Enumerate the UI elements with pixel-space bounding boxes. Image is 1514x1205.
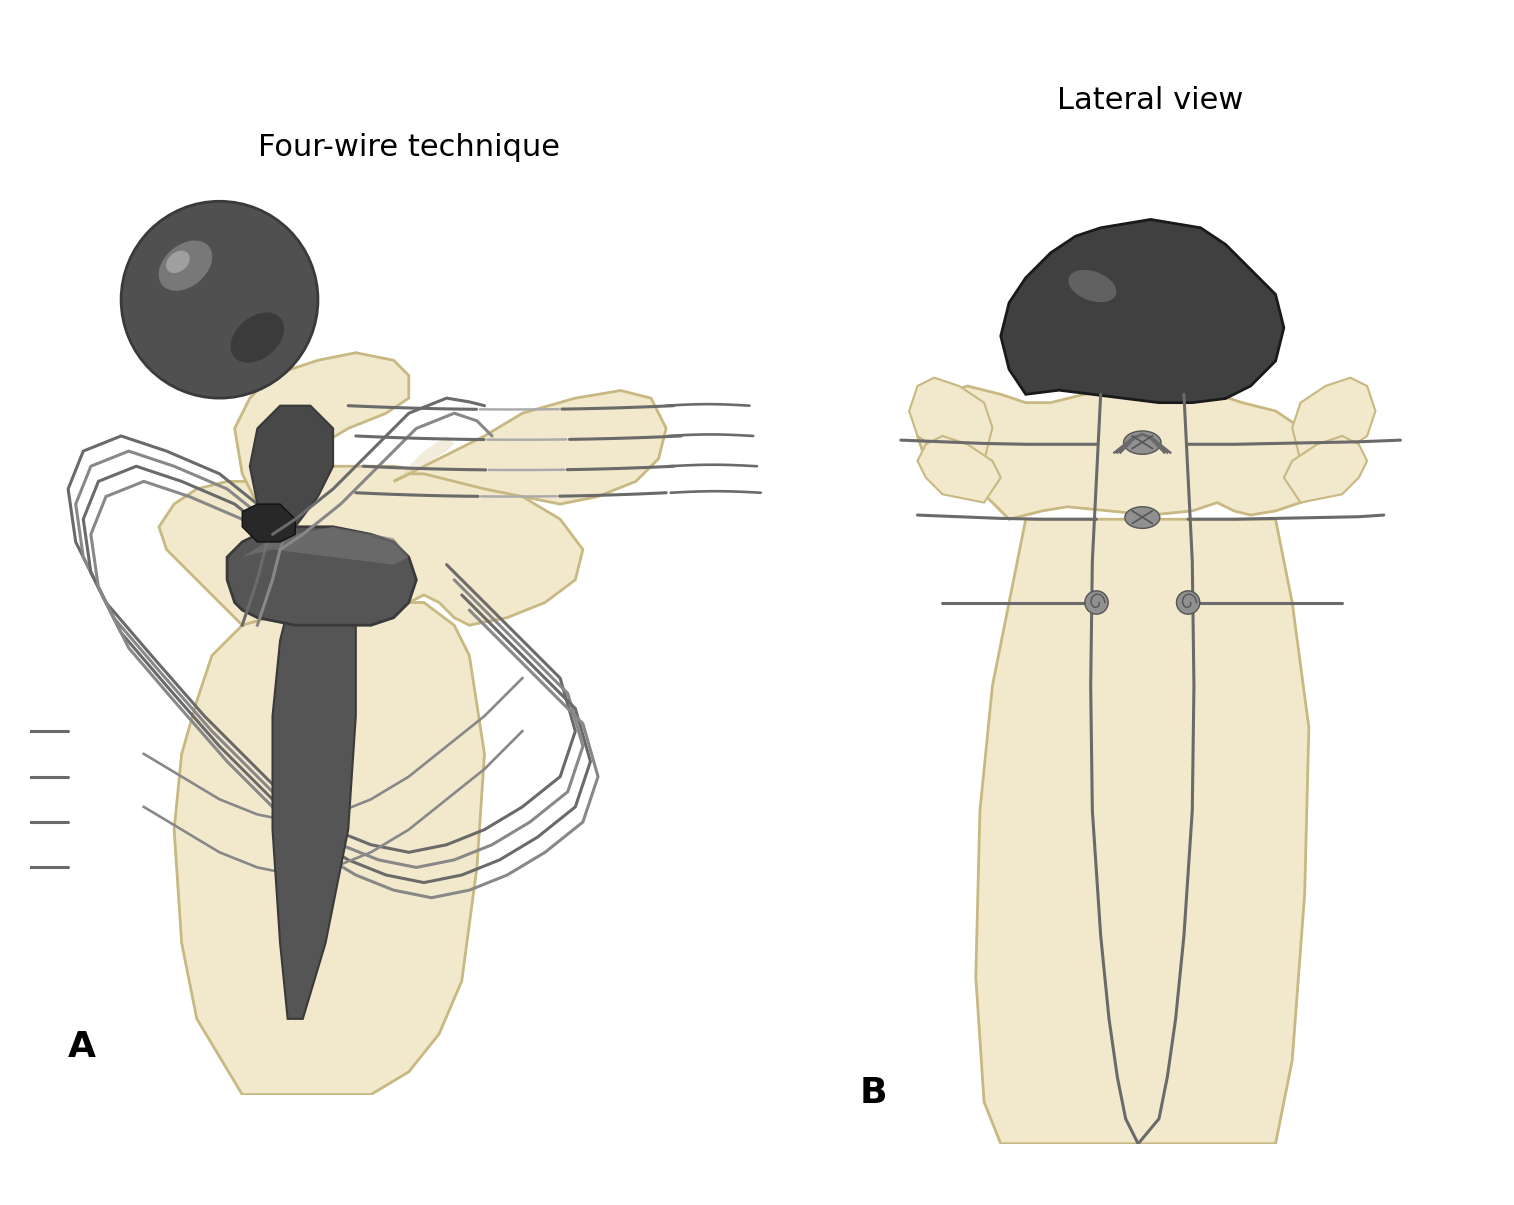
Text: A: A — [68, 1030, 95, 1064]
Ellipse shape — [1176, 590, 1199, 615]
Polygon shape — [242, 504, 295, 542]
Text: Four-wire technique: Four-wire technique — [257, 134, 560, 163]
Ellipse shape — [167, 251, 189, 274]
Polygon shape — [1293, 377, 1376, 462]
Text: B: B — [860, 1076, 887, 1111]
Ellipse shape — [1086, 590, 1108, 615]
Polygon shape — [227, 527, 416, 625]
Polygon shape — [1284, 436, 1367, 502]
Polygon shape — [917, 386, 1334, 519]
Polygon shape — [242, 527, 409, 565]
Ellipse shape — [159, 241, 212, 290]
Polygon shape — [235, 353, 409, 504]
Circle shape — [121, 201, 318, 398]
Polygon shape — [250, 406, 333, 542]
Ellipse shape — [1069, 270, 1116, 302]
Ellipse shape — [1125, 507, 1160, 528]
Text: Lateral view: Lateral view — [1057, 87, 1245, 116]
Polygon shape — [917, 436, 1001, 502]
Polygon shape — [1001, 219, 1284, 402]
Ellipse shape — [1123, 431, 1161, 454]
Polygon shape — [174, 602, 484, 1094]
Ellipse shape — [230, 312, 285, 363]
Polygon shape — [977, 519, 1308, 1144]
Polygon shape — [394, 390, 666, 504]
Polygon shape — [273, 542, 356, 1019]
Polygon shape — [159, 466, 583, 625]
Polygon shape — [908, 377, 993, 462]
Polygon shape — [401, 436, 454, 477]
